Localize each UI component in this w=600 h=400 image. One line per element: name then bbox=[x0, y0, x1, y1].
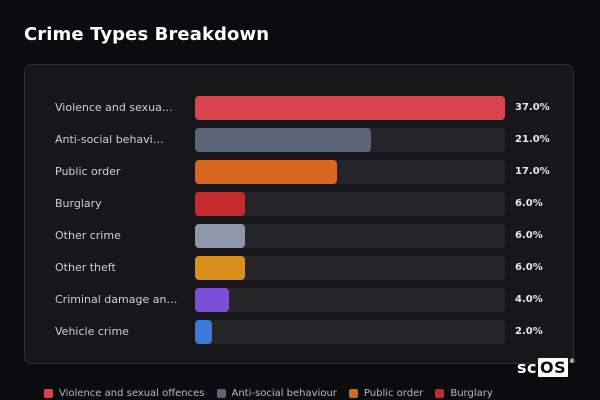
value-label: 21.0% bbox=[515, 134, 550, 145]
logo-boxed: OS bbox=[538, 358, 569, 377]
bar-row: Violence and sexua… 37.0% bbox=[25, 95, 575, 121]
bar[interactable] bbox=[195, 288, 229, 312]
legend-label: Violence and sexual offences bbox=[59, 387, 205, 399]
bar[interactable] bbox=[195, 192, 245, 216]
bar[interactable] bbox=[195, 320, 212, 344]
bar-track bbox=[195, 160, 505, 184]
bar-row: Criminal damage an… 4.0% bbox=[25, 287, 575, 313]
legend-swatch bbox=[348, 388, 358, 398]
legend-item[interactable]: Anti-social behaviour bbox=[216, 386, 337, 400]
bar-row: Public order 17.0% bbox=[25, 159, 575, 185]
chart-card: Violence and sexua… 37.0% Anti-social beha… bbox=[24, 64, 574, 364]
bar-track bbox=[195, 96, 505, 120]
value-label: 17.0% bbox=[515, 166, 550, 177]
category-label: Vehicle crime bbox=[55, 325, 129, 338]
legend-item[interactable]: Public order bbox=[348, 386, 424, 400]
value-label: 2.0% bbox=[515, 326, 543, 337]
category-label: Criminal damage an… bbox=[55, 293, 178, 306]
bar[interactable] bbox=[195, 128, 371, 152]
legend-label: Anti-social behaviour bbox=[231, 387, 337, 399]
bar-row: Anti-social behavi… 21.0% bbox=[25, 127, 575, 153]
legend-swatch bbox=[44, 388, 53, 398]
legend-item[interactable]: Violence and sexual offences bbox=[44, 386, 205, 400]
bar-track bbox=[195, 192, 505, 216]
bar[interactable] bbox=[195, 160, 337, 184]
category-label: Public order bbox=[55, 165, 121, 178]
bar[interactable] bbox=[195, 224, 245, 248]
logo-mark: ® bbox=[569, 358, 576, 365]
category-label: Other crime bbox=[55, 229, 121, 242]
legend-swatch bbox=[216, 388, 226, 398]
bar[interactable] bbox=[195, 96, 505, 120]
bar[interactable] bbox=[195, 256, 245, 280]
legend-label: Burglary bbox=[450, 387, 493, 399]
brand-logo: sc OS ® bbox=[517, 358, 576, 377]
bar-row: Vehicle crime 2.0% bbox=[25, 319, 575, 345]
value-label: 4.0% bbox=[515, 294, 543, 305]
chart-title: Crime Types Breakdown bbox=[24, 24, 270, 45]
bar-track bbox=[195, 256, 505, 280]
bar-row: Other theft 6.0% bbox=[25, 255, 575, 281]
value-label: 6.0% bbox=[515, 198, 543, 209]
logo-prefix: sc bbox=[517, 358, 538, 377]
category-label: Other theft bbox=[55, 261, 116, 274]
bar-track bbox=[195, 320, 505, 344]
legend-item[interactable]: Burglary bbox=[435, 386, 493, 400]
category-label: Anti-social behavi… bbox=[55, 133, 164, 146]
value-label: 37.0% bbox=[515, 102, 550, 113]
bar-row: Other crime 6.0% bbox=[25, 223, 575, 249]
bar-row: Burglary 6.0% bbox=[25, 191, 575, 217]
bar-track bbox=[195, 288, 505, 312]
value-label: 6.0% bbox=[515, 230, 543, 241]
legend-swatch bbox=[435, 388, 445, 398]
value-label: 6.0% bbox=[515, 262, 543, 273]
bar-track bbox=[195, 224, 505, 248]
chart-legend: Violence and sexual offences Anti-social … bbox=[44, 386, 493, 400]
category-label: Violence and sexua… bbox=[55, 101, 173, 114]
legend-label: Public order bbox=[363, 387, 424, 399]
category-label: Burglary bbox=[55, 197, 102, 210]
bar-track bbox=[195, 128, 505, 152]
